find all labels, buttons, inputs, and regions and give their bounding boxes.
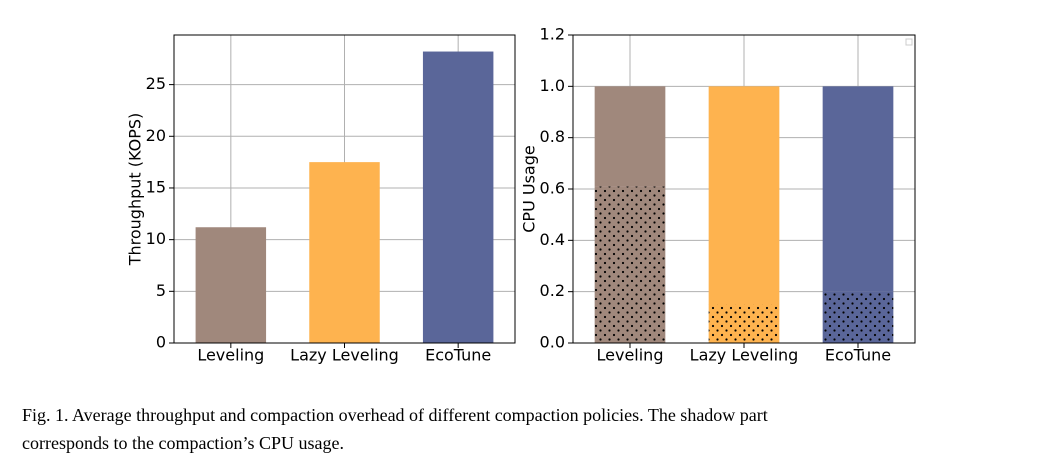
y-tick-label: 5 — [156, 281, 166, 300]
bar-segment — [708, 304, 780, 343]
bar-segment — [708, 86, 780, 305]
x-tick-label: Leveling — [197, 346, 264, 365]
x-tick-label: Leveling — [597, 346, 664, 365]
axes-frame — [572, 34, 916, 344]
bar — [309, 162, 380, 343]
x-tick-label: Lazy Leveling — [690, 346, 799, 365]
y-tick-label: 10 — [146, 229, 166, 248]
bar-segment — [822, 86, 894, 292]
y-tick-label: 0.8 — [540, 127, 565, 146]
y-tick-label: 0.4 — [540, 230, 565, 249]
y-tick-label: 0.6 — [540, 179, 565, 198]
y-tick-label: 20 — [146, 126, 166, 145]
x-tick-label: EcoTune — [825, 346, 891, 365]
y-axis-label: Throughput (KOPS) — [126, 113, 145, 267]
bar-segment — [594, 86, 666, 187]
y-tick-label: 1.0 — [540, 76, 565, 95]
y-tick-label: 1.2 — [540, 25, 565, 44]
x-tick-label: Lazy Leveling — [290, 346, 399, 365]
axes-frame — [173, 34, 516, 344]
bar — [195, 227, 267, 343]
legend — [905, 38, 913, 46]
y-tick-label: 0.2 — [540, 281, 565, 300]
caption: corresponds to the compaction’s CPU usag… — [22, 433, 344, 453]
y-tick-label: 0 — [156, 333, 166, 352]
x-tick-label: EcoTune — [425, 346, 491, 365]
y-tick-label: 15 — [146, 177, 166, 196]
bar-segment — [822, 291, 894, 343]
bar — [422, 51, 494, 343]
bar-segment — [594, 186, 666, 343]
y-axis-label: CPU Usage — [520, 145, 539, 232]
y-tick-label: 25 — [146, 74, 166, 93]
caption: Fig. 1. Average throughput and compactio… — [22, 405, 768, 425]
y-tick-label: 0.0 — [540, 333, 565, 352]
